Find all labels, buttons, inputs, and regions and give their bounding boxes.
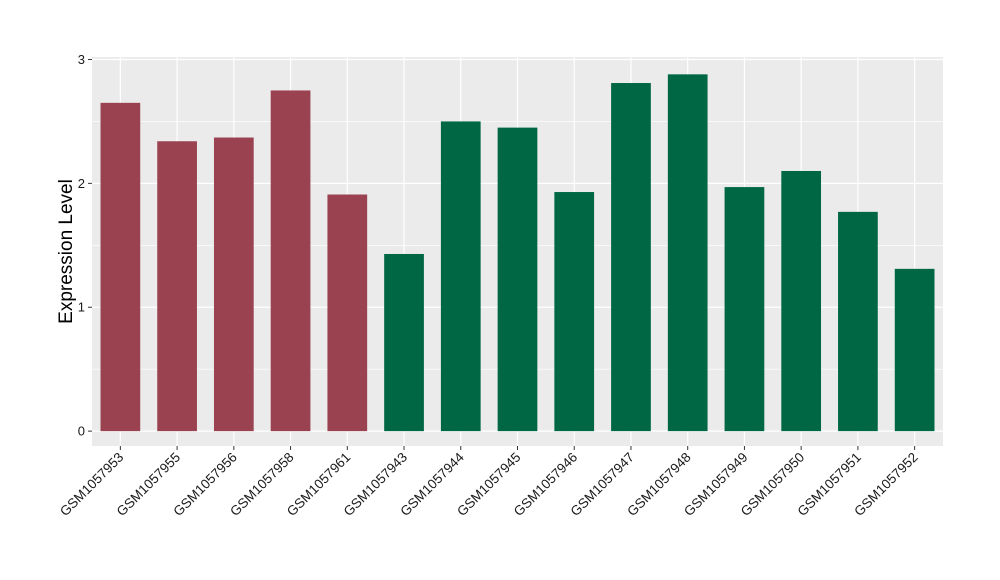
bar-GSM1057944 xyxy=(440,121,481,432)
bars xyxy=(100,74,935,432)
bar-GSM1057945 xyxy=(497,127,538,432)
bar-GSM1057946 xyxy=(554,192,595,432)
y-tick-label: 0 xyxy=(78,424,85,439)
bar-GSM1057952 xyxy=(894,268,935,432)
y-tick-label: 1 xyxy=(78,300,85,315)
bar-GSM1057961 xyxy=(327,194,368,432)
bar-GSM1057949 xyxy=(724,187,765,432)
y-tick-label: 2 xyxy=(78,176,85,191)
x-axis: GSM1057953GSM1057955GSM1057956GSM1057958… xyxy=(57,446,921,519)
y-axis-title: Expression Level xyxy=(56,179,77,324)
bar-GSM1057947 xyxy=(611,83,651,432)
bar-GSM1057950 xyxy=(781,170,822,432)
y-tick-label: 3 xyxy=(78,52,85,67)
bar-GSM1057951 xyxy=(838,211,878,432)
bar-GSM1057955 xyxy=(157,141,197,432)
bar-GSM1057953 xyxy=(100,102,141,432)
bar-GSM1057958 xyxy=(270,90,311,432)
bar-GSM1057948 xyxy=(667,74,708,432)
bar-GSM1057956 xyxy=(213,137,254,432)
y-axis: 0 1 2 3 xyxy=(78,52,92,439)
bar-GSM1057943 xyxy=(384,253,424,432)
